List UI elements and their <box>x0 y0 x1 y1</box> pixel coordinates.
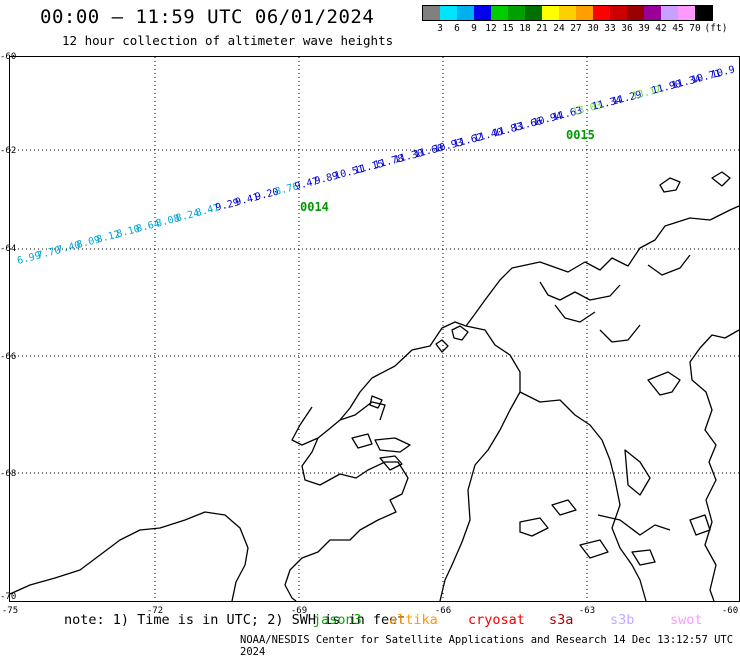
satellite-altika: altika <box>389 612 438 628</box>
legend-swatch <box>576 6 593 20</box>
map-title: 00:00 – 11:59 UTC 06/01/2024 <box>40 6 375 28</box>
legend-label: 39 <box>638 23 650 34</box>
time-mark-0015: 0015 <box>566 128 595 142</box>
credit-line: NOAA/NESDIS Center for Satellite Applica… <box>240 634 734 658</box>
legend-swatch <box>593 6 610 20</box>
legend-label: 9 <box>471 23 477 34</box>
coastline <box>9 171 740 602</box>
legend-label: 15 <box>502 23 514 34</box>
legend-swatch <box>661 6 678 20</box>
wave-height-label: 10.9 <box>710 64 736 81</box>
wave-height-legend: 3 6 9 12 15 18 21 24 27 30 33 36 39 42 45 70 (ft) <box>422 5 727 34</box>
y-label-70: -70 <box>0 592 17 602</box>
satellite-s3b: s3b <box>610 612 635 628</box>
legend-label: 12 <box>485 23 497 34</box>
y-label-60: -60 <box>0 52 17 62</box>
legend-swatch <box>440 6 457 20</box>
legend-label: 30 <box>587 23 599 34</box>
legend-swatch <box>610 6 627 20</box>
legend-label: 70 <box>689 23 701 34</box>
time-mark-0014: 0014 <box>300 200 329 214</box>
legend-labels: 3 6 9 12 15 18 21 24 27 30 33 36 39 42 45 70 (ft) <box>422 21 727 34</box>
legend-swatch <box>525 6 542 20</box>
legend-swatch <box>695 6 712 20</box>
legend-swatch <box>644 6 661 20</box>
satellite-s3a: s3a <box>549 612 574 628</box>
legend-label: 18 <box>519 23 531 34</box>
legend-swatch <box>457 6 474 20</box>
legend-swatch <box>542 6 559 20</box>
legend-label: 33 <box>604 23 616 34</box>
legend-color-bar <box>422 5 713 21</box>
footer-note: note: 1) Time is in UTC; 2) SWH is in fe… <box>64 612 406 628</box>
legend-label: 3 <box>437 23 443 34</box>
x-label-60: -60 <box>721 606 739 616</box>
map-canvas: 6.997.707.408.098.128.108.648.088.248.47… <box>9 56 740 602</box>
y-label-62: -62 <box>0 146 17 156</box>
legend-label: 6 <box>454 23 460 34</box>
legend-swatch <box>508 6 525 20</box>
legend-label: 36 <box>621 23 633 34</box>
legend-swatch <box>678 6 695 20</box>
legend-swatch <box>423 6 440 20</box>
satellite-jason3: jason3 <box>313 612 362 628</box>
x-label-75: -75 <box>1 606 19 616</box>
x-label-69: -69 <box>290 606 308 616</box>
x-label-72: -72 <box>146 606 164 616</box>
x-label-66: -66 <box>434 606 452 616</box>
map-frame <box>9 56 740 602</box>
y-label-68: -68 <box>0 469 17 479</box>
legend-swatch <box>474 6 491 20</box>
y-label-66: -66 <box>0 352 17 362</box>
legend-unit: (ft) <box>704 23 728 34</box>
graticule <box>10 57 739 601</box>
legend-label: 27 <box>570 23 582 34</box>
legend-swatch <box>491 6 508 20</box>
y-label-64: -64 <box>0 244 17 254</box>
x-label-63: -63 <box>578 606 596 616</box>
legend-label: 24 <box>553 23 565 34</box>
satellite-cryosat: cryosat <box>468 612 525 628</box>
legend-swatch <box>559 6 576 20</box>
footer-note-row: note: 1) Time is in UTC; 2) SWH is in fe… <box>0 612 740 630</box>
legend-label: 45 <box>672 23 684 34</box>
legend-label: 21 <box>536 23 548 34</box>
legend-label: 42 <box>655 23 667 34</box>
altimeter-track: 6.997.707.408.098.128.108.648.088.248.47… <box>16 64 736 267</box>
satellite-swot: swot <box>670 612 703 628</box>
map-subtitle: 12 hour collection of altimeter wave hei… <box>62 33 394 48</box>
legend-swatch <box>627 6 644 20</box>
